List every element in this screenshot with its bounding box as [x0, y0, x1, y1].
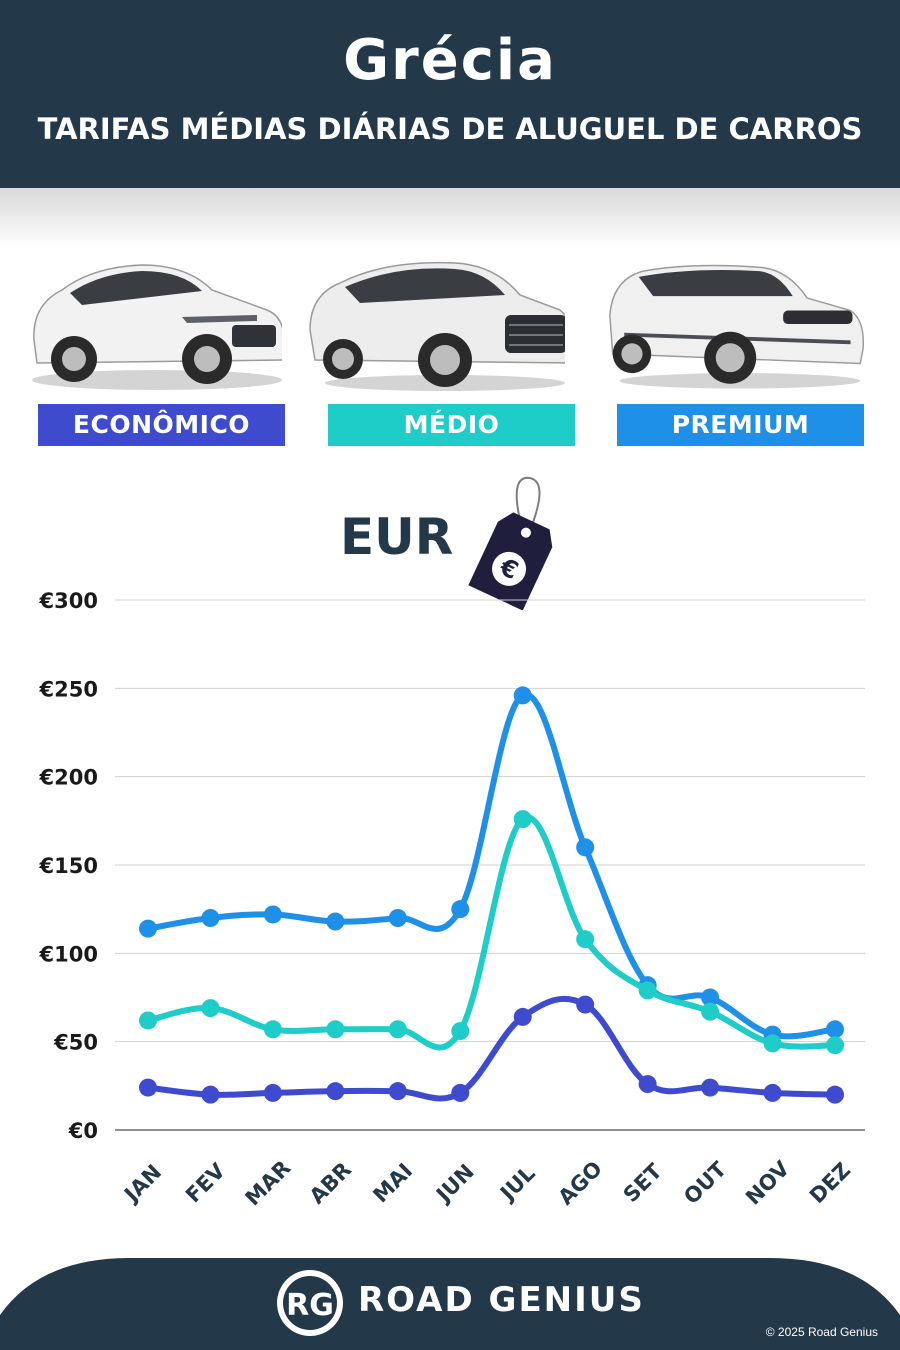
header-banner: Grécia TARIFAS MÉDIAS DIÁRIAS DE ALUGUEL… — [0, 0, 900, 188]
data-point — [513, 810, 532, 829]
data-point — [451, 1022, 470, 1041]
footer: RG — [0, 1230, 900, 1350]
x-tick-label: ABR — [305, 1157, 356, 1208]
copyright: © 2025 Road Genius — [765, 1325, 878, 1339]
page-title: Grécia — [343, 28, 557, 93]
data-point — [576, 995, 595, 1014]
data-point — [576, 930, 595, 949]
data-point — [576, 838, 595, 857]
data-point — [388, 1082, 407, 1101]
hatchback-car-icon — [32, 264, 282, 390]
data-point — [826, 1036, 844, 1055]
x-tick-label: JUL — [494, 1161, 539, 1206]
data-point — [326, 1082, 345, 1101]
logo-text: ROAD GENIUS — [358, 1280, 645, 1320]
y-tick-label: €200 — [39, 766, 98, 790]
data-point — [513, 686, 532, 705]
data-point — [826, 1085, 844, 1104]
category-label-premium: PREMIUM — [617, 404, 864, 446]
data-point — [388, 909, 407, 927]
data-point — [139, 919, 157, 938]
rates-line-chart: €0 €50 €100 €150 €200 €250 €300 JAN FEV MAR ABR MA… — [39, 589, 865, 1211]
y-tick-label: €300 — [39, 589, 98, 613]
x-tick-label: AGO — [554, 1156, 607, 1209]
data-point — [326, 1020, 345, 1039]
data-point — [826, 1020, 844, 1039]
x-tick-label: SET — [619, 1159, 667, 1207]
data-point — [326, 912, 345, 931]
x-tick-label: OUT — [679, 1157, 731, 1209]
data-point — [388, 1020, 407, 1039]
y-tick-label: €250 — [39, 677, 98, 701]
data-point — [139, 1011, 157, 1030]
logo-mark: RG — [286, 1288, 334, 1323]
data-point — [201, 999, 220, 1018]
data-point — [701, 988, 720, 1007]
data-point — [701, 1078, 720, 1097]
data-point — [263, 1020, 282, 1039]
x-tick-label: JUN — [430, 1160, 478, 1208]
data-point — [263, 905, 282, 924]
data-point — [763, 1083, 782, 1102]
data-point — [263, 1083, 282, 1102]
category-label-medio: MÉDIO — [328, 404, 575, 446]
data-point — [638, 981, 657, 1000]
data-point — [763, 1034, 782, 1053]
data-point — [701, 1002, 720, 1021]
data-point — [451, 1083, 470, 1102]
y-tick-label: €50 — [53, 1031, 98, 1055]
currency-label: EUR — [340, 508, 454, 566]
x-tick-label: DEZ — [805, 1158, 855, 1208]
category-label-economico: ECONÔMICO — [38, 404, 285, 446]
y-tick-label: €100 — [39, 942, 98, 966]
luxury-suv-icon — [609, 264, 865, 389]
y-tick-label: €0 — [68, 1119, 98, 1143]
data-point — [201, 909, 220, 927]
y-tick-label: €150 — [39, 854, 98, 878]
data-point — [139, 1078, 157, 1097]
data-point — [513, 1007, 532, 1026]
data-point — [638, 1075, 657, 1094]
x-tick-label: FEV — [181, 1158, 230, 1207]
header-shadow — [0, 188, 900, 248]
suv-car-icon — [309, 261, 565, 391]
data-point — [201, 1085, 220, 1104]
x-tick-label: NOV — [741, 1156, 795, 1210]
x-tick-label: JAN — [118, 1160, 166, 1208]
data-point — [451, 900, 470, 919]
x-tick-label: MAR — [241, 1156, 296, 1211]
euro-price-tag-icon: € — [468, 476, 553, 610]
x-tick-label: MAI — [368, 1159, 417, 1208]
page-subtitle: TARIFAS MÉDIAS DIÁRIAS DE ALUGUEL DE CAR… — [37, 112, 863, 146]
